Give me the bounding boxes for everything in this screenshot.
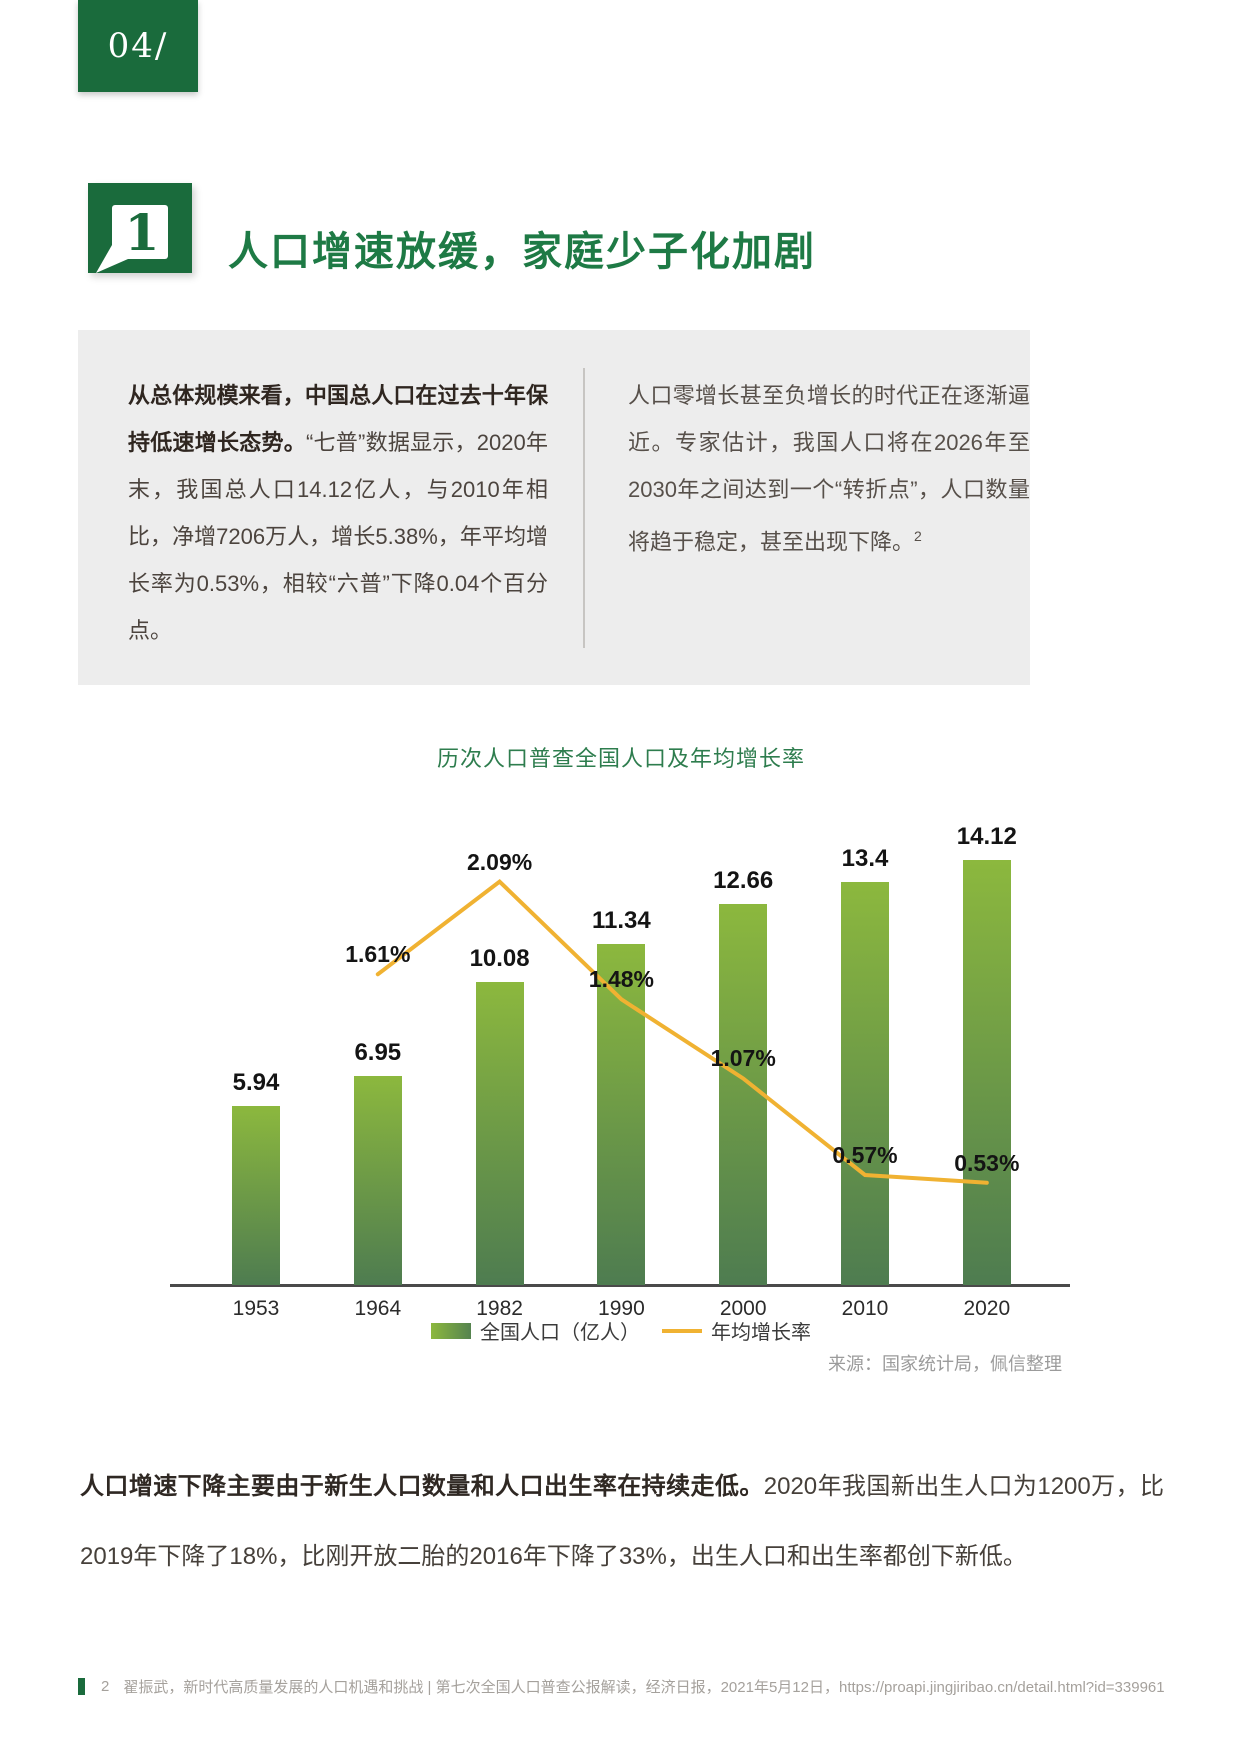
x-axis-label: 1953	[232, 1297, 280, 1320]
legend-label-growth-rate: 年均增长率	[711, 1322, 811, 1344]
bar-series-swatch-icon	[431, 1322, 471, 1339]
section-badge: 1	[88, 183, 192, 273]
growth-rate-label: 1.07%	[710, 1045, 776, 1072]
body-paragraph: 人口增速下降主要由于新生人口数量和人口出生率在持续走低。2020年我国新出生人口…	[80, 1452, 1164, 1592]
x-axis-label: 1982	[476, 1297, 523, 1320]
legend-item-growth-rate: 年均增长率	[662, 1316, 811, 1345]
population-bar	[841, 882, 889, 1285]
population-bar	[353, 1076, 402, 1285]
bar-value-label: 14.12	[956, 823, 1017, 850]
page-number-text: 04/	[107, 26, 169, 66]
x-axis-label: 2000	[719, 1297, 767, 1320]
x-axis-label: 2010	[841, 1297, 889, 1320]
section-title: 人口增速放缓，家庭少子化加剧	[228, 229, 816, 274]
population-bar	[475, 982, 524, 1285]
chart-title: 历次人口普查全国人口及年均增长率	[436, 746, 805, 771]
chart-source: 来源：国家统计局，佩信整理	[828, 1354, 1062, 1374]
growth-rate-line	[375, 878, 989, 1185]
page-number: 04/	[78, 0, 198, 92]
x-axis-line	[170, 1284, 1070, 1287]
x-axis-label: 2020	[963, 1297, 1011, 1320]
bar-value-label: 6.95	[354, 1039, 402, 1066]
body-paragraph-text: 2020年我国新出生人口为1200万，比2019年下降了18%，比刚开放二胎的2…	[80, 1473, 1165, 1570]
bar-value-label: 11.34	[592, 907, 651, 934]
intro-left-lead: 从总体规模来看，中国总人口在过去十年保持低速增长态势。	[128, 383, 548, 455]
footnote-text: 翟振武，新时代高质量发展的人口机遇和挑战 | 第七次全国人口普查公报解读，经济日…	[123, 1679, 1165, 1696]
growth-rate-label: 0.53%	[954, 1149, 1020, 1176]
column-divider	[583, 368, 585, 648]
population-bar	[962, 860, 1011, 1285]
chart-legend: 全国人口（亿人） 年均增长率	[0, 1316, 1242, 1345]
bar-value-label: 10.08	[469, 945, 530, 972]
bar-value-label: 13.4	[841, 845, 889, 872]
population-bar	[232, 1106, 280, 1285]
intro-right-body: 人口零增长甚至负增长的时代正在逐渐逼近。专家估计，我国人口将在2026年至203…	[628, 383, 1030, 555]
line-series-swatch-icon	[662, 1328, 702, 1333]
growth-rate-label: 1.48%	[588, 966, 654, 993]
x-axis-label: 1964	[354, 1297, 402, 1320]
footnote: 2 翟振武，新时代高质量发展的人口机遇和挑战 | 第七次全国人口普查公报解读，经…	[78, 1676, 1165, 1697]
speech-bubble-number-icon: 1	[88, 183, 192, 273]
population-bar	[719, 904, 768, 1285]
intro-panel: 从总体规模来看，中国总人口在过去十年保持低速增长态势。“七普”数据显示，2020…	[78, 330, 1030, 685]
intro-right-column: 人口零增长甚至负增长的时代正在逐渐逼近。专家估计，我国人口将在2026年至203…	[628, 372, 1030, 565]
intro-left-body: “七普”数据显示，2020年末，我国总人口14.12亿人，与2010年相比，净增…	[128, 430, 548, 643]
legend-item-population: 全国人口（亿人）	[431, 1316, 640, 1345]
bar-value-label: 5.94	[232, 1069, 280, 1096]
svg-text:1: 1	[125, 203, 160, 262]
legend-label-population: 全国人口（亿人）	[480, 1322, 640, 1344]
chart-plot: 1953 5.94 1964 6.95 1982 10.08 1990 11.34 2000 12…	[170, 770, 1070, 1320]
bar-value-label: 12.66	[713, 867, 774, 894]
footnote-tick-icon	[78, 1678, 85, 1695]
footnote-number: 2	[101, 1678, 110, 1695]
footnote-reference: 2	[914, 528, 922, 544]
growth-rate-label: 0.57%	[832, 1141, 898, 1168]
x-axis-label: 1990	[598, 1297, 645, 1320]
growth-rate-label: 1.61%	[345, 941, 411, 968]
intro-left-column: 从总体规模来看，中国总人口在过去十年保持低速增长态势。“七普”数据显示，2020…	[128, 372, 548, 654]
body-paragraph-lead: 人口增速下降主要由于新生人口数量和人口出生率在持续走低。	[80, 1473, 764, 1500]
growth-rate-label: 2.09%	[466, 848, 533, 875]
